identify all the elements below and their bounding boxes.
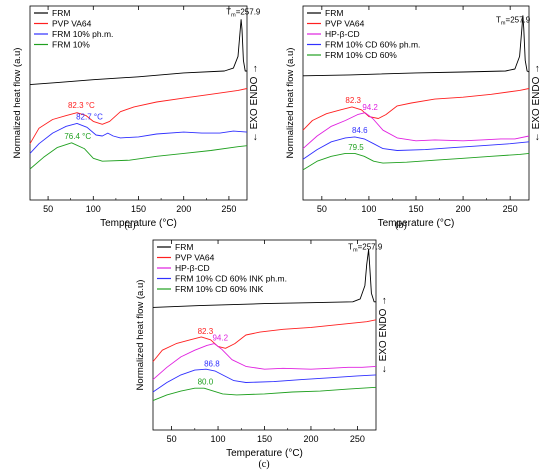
annotation-symbol: T	[496, 15, 501, 24]
x-axis-label: Temperature (°C)	[100, 218, 177, 229]
y-axis-label: Normalized heat flow (a.u)	[12, 48, 23, 159]
peak-annotation: 82.3	[345, 96, 361, 105]
x-tick-label: 100	[361, 204, 376, 214]
x-tick-label: 100	[211, 434, 226, 444]
legend-label: PVP VA64	[52, 19, 92, 29]
exo-endo-label: ← EXO ENDO →	[378, 296, 389, 374]
x-axis-label: Temperature (°C)	[378, 218, 455, 229]
legend-label: FRM 10% CD 60% INK	[175, 284, 264, 294]
peak-annotation: 76.4 °C	[64, 132, 91, 141]
peak-annotation: 82.3	[198, 327, 214, 336]
series-line	[302, 152, 530, 171]
legend-label: FRM	[52, 8, 70, 18]
x-tick-label: 50	[167, 434, 177, 444]
peak-annotation: Tm=257.9	[496, 15, 531, 26]
series-line	[302, 88, 530, 131]
legend-label: FRM 10% CD 60%	[325, 50, 397, 60]
series-line	[152, 343, 377, 380]
peak-annotation: 84.6	[352, 126, 368, 135]
peak-annotation: 80.0	[198, 377, 214, 386]
peak-annotation: 94.2	[362, 103, 378, 112]
x-tick-label: 150	[408, 204, 423, 214]
peak-annotation: 82.3 °C	[68, 101, 95, 110]
series-line	[152, 386, 377, 402]
peak-annotation: 82.7 °C	[76, 112, 103, 121]
x-tick-label: 250	[503, 204, 518, 214]
annotation-subscript: m	[353, 248, 358, 254]
x-tick-label: 100	[86, 204, 101, 214]
series-line	[29, 88, 248, 144]
chart-panel: 50 100 150 200 250 Temperature (°C) Normalized…	[135, 239, 389, 470]
annotation-symbol: T	[226, 8, 231, 17]
peak-annotation: 86.8	[204, 359, 220, 368]
legend-label: FRM 10% CD 60% ph.m.	[325, 40, 420, 50]
legend-label: FRM 10%	[52, 40, 90, 50]
legend-label: FRM 10% CD 60% INK ph.m.	[175, 274, 287, 284]
series-line	[152, 368, 377, 393]
annotation-symbol: T	[348, 243, 353, 252]
peak-annotation: 79.5	[348, 143, 364, 152]
series-line	[29, 19, 247, 86]
series-line	[29, 122, 248, 154]
legend-label: HP-β-CD	[325, 29, 360, 39]
series-line	[152, 249, 376, 308]
series-line	[302, 15, 530, 77]
peak-annotation: Tm=257.9	[348, 243, 383, 254]
legend-label: FRM	[325, 8, 343, 18]
legend-label: FRM	[175, 242, 193, 252]
series-line	[302, 136, 530, 160]
x-tick-label: 200	[176, 204, 191, 214]
y-axis-label: Normalized heat flow (a.u)	[285, 48, 296, 159]
legend-label: PVP VA64	[175, 253, 215, 263]
legend-label: HP-β-CD	[175, 263, 210, 273]
annotation-value: =257.9	[236, 8, 261, 17]
x-tick-label: 200	[303, 434, 318, 444]
annotation-subscript: m	[501, 20, 506, 26]
series-line	[302, 112, 530, 149]
series-line	[29, 142, 248, 170]
annotation-value: =257.9	[506, 15, 531, 24]
x-tick-label: 250	[350, 434, 365, 444]
series-line	[152, 319, 377, 362]
chart-panel: 50 100 150 200 250 Temperature (°C) Normalized…	[12, 5, 261, 231]
x-tick-label: 50	[43, 204, 53, 214]
chart-panel: 50 100 150 200 250 Temperature (°C) Normalized…	[285, 5, 542, 231]
panel-label: (a)	[124, 220, 135, 231]
panel-label: (c)	[258, 459, 269, 470]
peak-annotation: 94.2	[212, 334, 228, 343]
y-axis-label: Normalized heat flow (a.u)	[135, 280, 146, 391]
annotation-value: =257.9	[358, 243, 383, 252]
legend-label: FRM 10% ph.m.	[52, 29, 113, 39]
x-tick-label: 50	[317, 204, 327, 214]
exo-endo-label: ← EXO ENDO →	[531, 64, 542, 142]
exo-endo-label: ← EXO ENDO →	[249, 64, 260, 142]
x-tick-label: 250	[221, 204, 236, 214]
panel-label: (b)	[395, 220, 407, 231]
x-axis-label: Temperature (°C)	[226, 448, 303, 459]
x-tick-label: 200	[456, 204, 471, 214]
peak-annotation: Tm=257.9	[226, 8, 261, 19]
annotation-subscript: m	[231, 13, 236, 19]
legend-label: PVP VA64	[325, 19, 365, 29]
x-tick-label: 150	[257, 434, 272, 444]
x-tick-label: 150	[131, 204, 146, 214]
